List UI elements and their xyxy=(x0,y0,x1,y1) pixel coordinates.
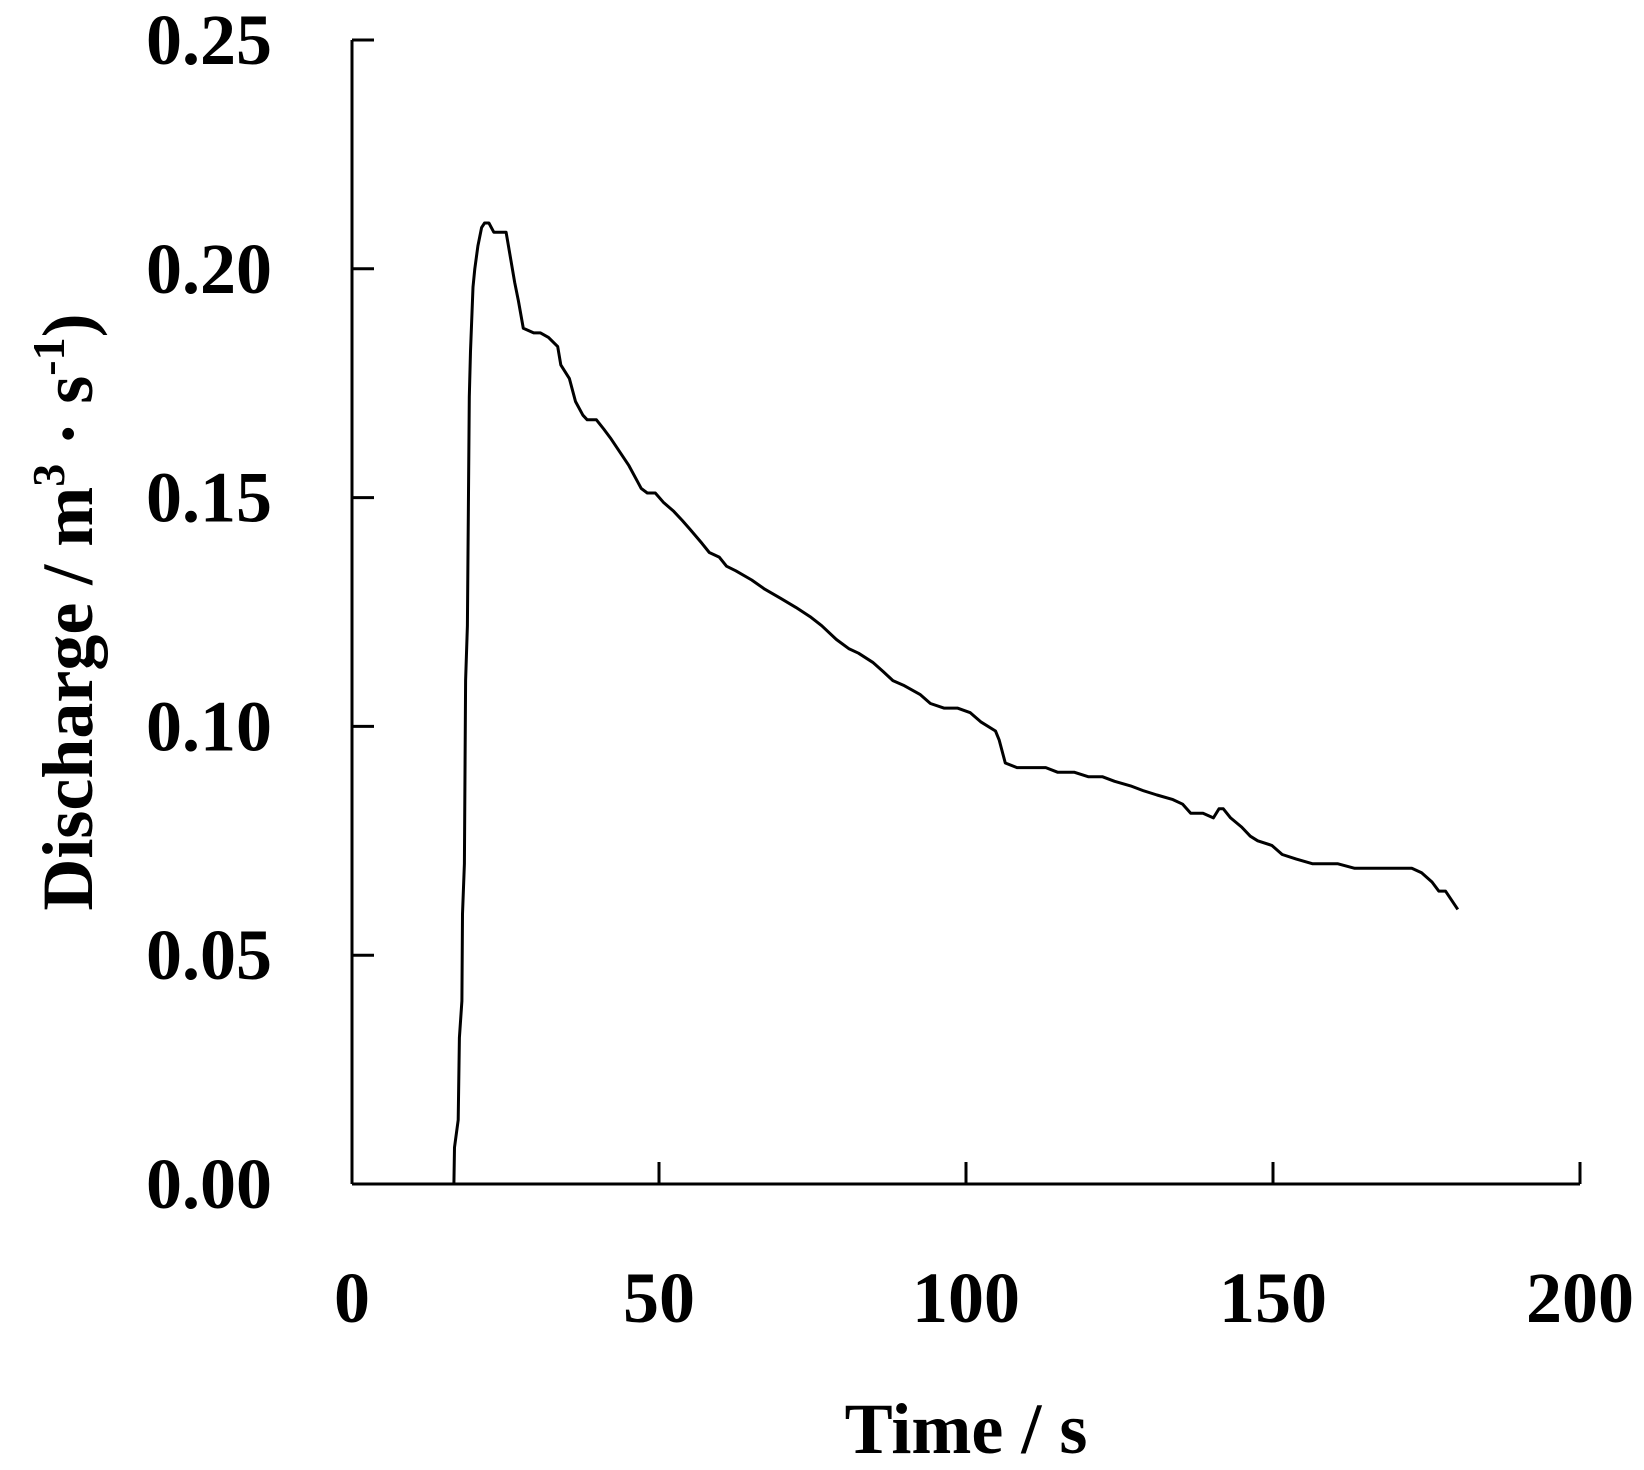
y-axis-title-suffix: ) xyxy=(28,313,108,337)
svg-text:Discharge / m3 · s-1): Discharge / m3 · s-1) xyxy=(23,313,108,910)
x-tick-label: 100 xyxy=(912,1258,1020,1338)
y-tick-label: 0.15 xyxy=(146,458,272,538)
discharge-series-line xyxy=(352,221,1460,1186)
y-tick-label: 0.20 xyxy=(146,229,272,309)
y-tick-label: 0.05 xyxy=(146,915,272,995)
series-group xyxy=(352,221,1460,1186)
x-tick-label: 150 xyxy=(1219,1258,1327,1338)
x-tick-label: 200 xyxy=(1526,1258,1634,1338)
y-tick-label: 0.10 xyxy=(146,686,272,766)
x-ticks: 0 50 100 150 200 xyxy=(334,1162,1634,1338)
x-tick-label: 0 xyxy=(334,1258,370,1338)
y-axis-title: Discharge / m3 · s-1) xyxy=(23,313,108,910)
y-axis-title-prefix: Discharge / m xyxy=(28,487,108,911)
y-tick-label: 0.25 xyxy=(146,0,272,80)
axes xyxy=(350,40,1580,1186)
x-axis-title: Time / s xyxy=(845,1389,1088,1469)
y-axis-title-middle: · s xyxy=(28,376,108,464)
x-tick-label: 50 xyxy=(623,1258,695,1338)
y-tick-label: 0.00 xyxy=(146,1144,272,1224)
y-ticks: 0.00 0.05 0.10 0.15 0.20 0.25 xyxy=(146,0,374,1224)
y-axis-title-sup1: 3 xyxy=(23,464,74,487)
y-axis-title-sup2: -1 xyxy=(23,337,74,375)
